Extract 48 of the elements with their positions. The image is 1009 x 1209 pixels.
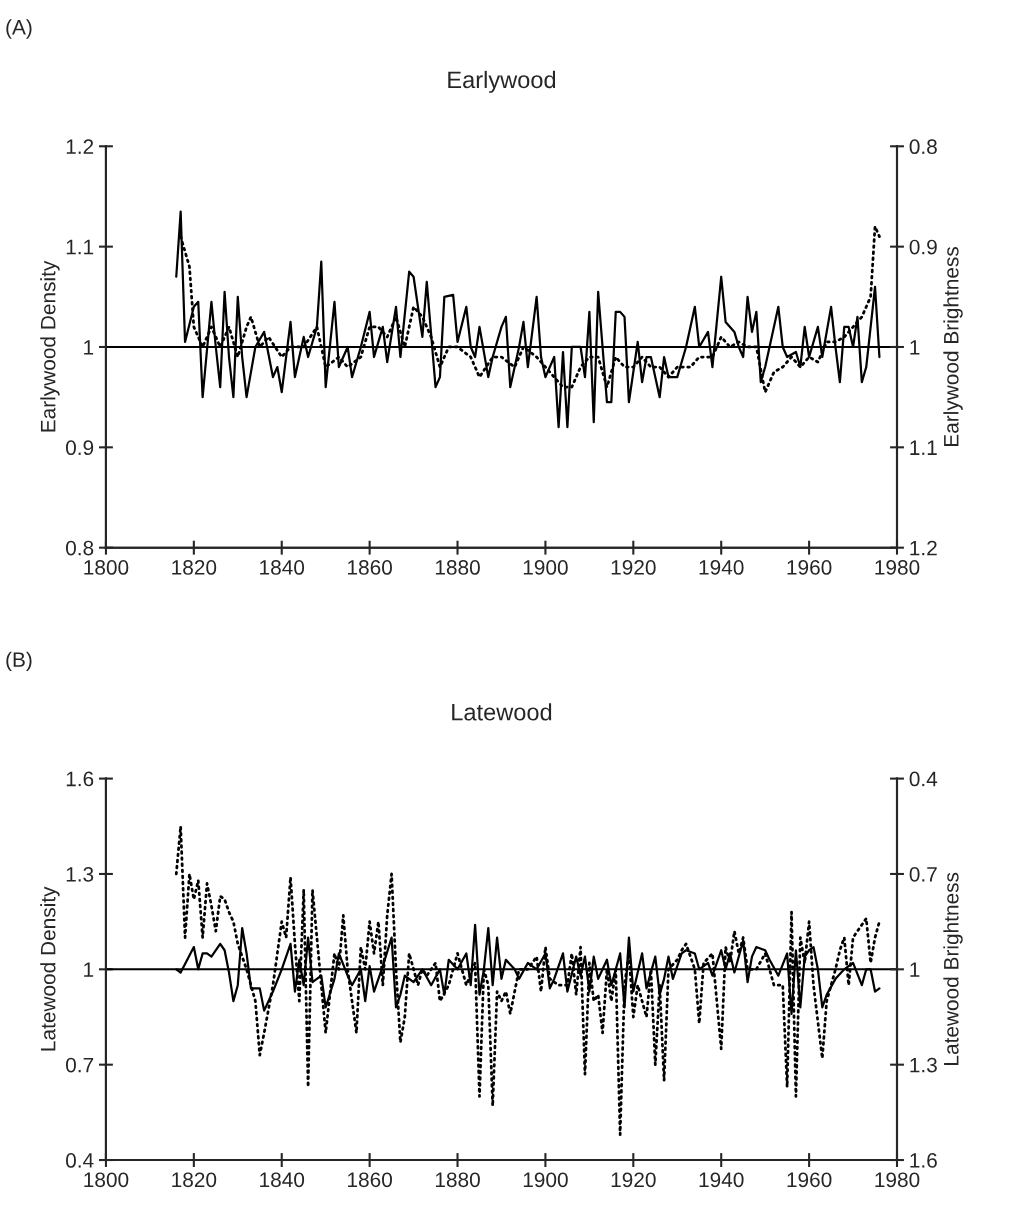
y-axis-title: Earlywood Density — [40, 260, 60, 432]
y-tick-label: 1.3 — [66, 866, 94, 882]
y2-tick-label: 0.9 — [909, 239, 937, 255]
y2-tick-label: 1.2 — [910, 540, 937, 556]
y2-tick-label: 1 — [910, 340, 920, 355]
y2-tick-label: 1 — [910, 962, 920, 977]
text: (B) — [6, 651, 32, 672]
chart-title: Latewood — [452, 703, 552, 721]
x-tick-label: 1840 — [260, 560, 305, 575]
x-tick-label: 1920 — [611, 560, 656, 575]
y2-tick-label: 1.3 — [910, 1057, 937, 1073]
chart-title: Earlywood — [448, 70, 556, 93]
text: (A) — [6, 19, 32, 39]
y-tick-label: 1 — [84, 962, 94, 977]
y2-tick-label: 1.1 — [910, 440, 937, 455]
x-tick-label: 1920 — [611, 1172, 656, 1188]
x-tick-label: 1980 — [875, 1172, 920, 1188]
x-tick-label: 1900 — [523, 1172, 568, 1188]
x-tick-label: 1900 — [523, 560, 568, 575]
y2-tick-label: 0.8 — [909, 139, 937, 155]
x-tick-label: 1960 — [787, 1172, 832, 1188]
x-tick-label: 1820 — [172, 560, 217, 575]
y-tick-label: 1 — [84, 340, 94, 355]
y-tick-label: 0.7 — [65, 1057, 94, 1073]
x-tick-label: 1980 — [875, 560, 920, 575]
y-axis-title: Latewood Density — [40, 886, 60, 1051]
y2-tick-label: 1.6 — [910, 1153, 937, 1168]
x-tick-label: 1800 — [84, 560, 129, 575]
x-tick-label: 1940 — [699, 1172, 744, 1188]
x-tick-label: 1800 — [84, 1172, 129, 1188]
x-tick-label: 1880 — [435, 1172, 480, 1188]
y2-axis-title: Earlywood Brightness — [943, 246, 963, 447]
x-tick-label: 1960 — [787, 560, 832, 575]
x-tick-label: 1940 — [699, 560, 744, 575]
x-tick-label: 1860 — [348, 560, 392, 575]
y2-tick-label: 0.7 — [909, 866, 937, 882]
y2-tick-label: 0.4 — [909, 771, 938, 787]
y-tick-label: 0.4 — [65, 1153, 94, 1168]
x-tick-label: 1860 — [348, 1172, 392, 1188]
y-tick-label: 1.1 — [66, 239, 94, 255]
x-tick-label: 1840 — [260, 1172, 305, 1188]
y-tick-label: 0.8 — [65, 540, 94, 556]
y-tick-label: 1.6 — [66, 771, 94, 787]
y-tick-label: 0.9 — [65, 440, 94, 456]
x-tick-label: 1880 — [435, 560, 480, 575]
x-tick-label: 1820 — [172, 1172, 217, 1188]
y2-axis-title: Latewood Brightness — [943, 872, 963, 1065]
y-tick-label: 1.2 — [66, 139, 94, 154]
